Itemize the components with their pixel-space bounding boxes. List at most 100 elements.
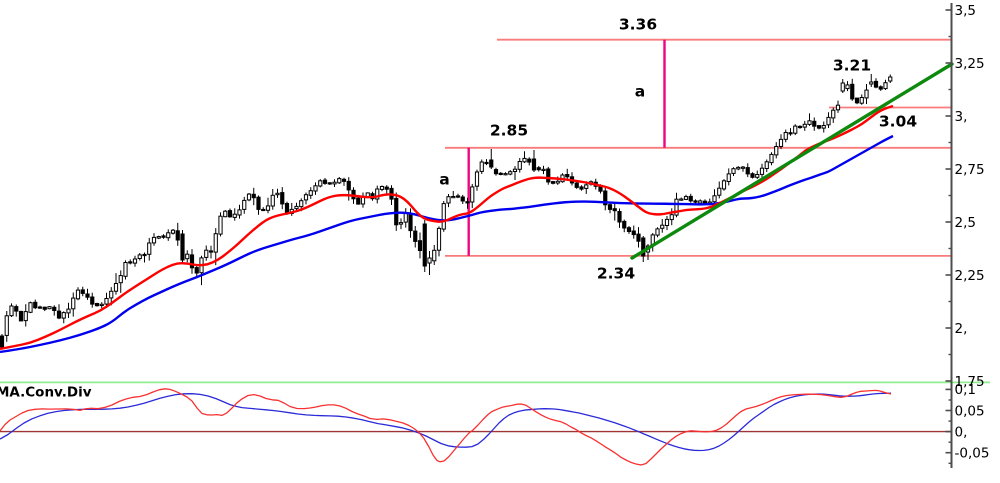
candle-down xyxy=(460,194,465,204)
candle-body xyxy=(417,240,423,251)
ma-slow-line xyxy=(0,134,894,354)
candle-up xyxy=(265,197,271,214)
candle-body xyxy=(356,197,361,205)
candle-up xyxy=(237,204,242,219)
candle-down xyxy=(0,334,5,348)
candle-down xyxy=(341,177,347,186)
candle-body xyxy=(788,132,793,135)
candle-down xyxy=(422,220,427,272)
support-resistance-lines xyxy=(445,38,952,257)
candle-body xyxy=(128,261,133,264)
level-label-304: 3.04 xyxy=(878,111,918,130)
candle-body xyxy=(774,146,779,156)
candle-up xyxy=(517,158,522,173)
candle-down xyxy=(745,163,750,178)
candle-up xyxy=(835,100,841,113)
candle-up xyxy=(650,233,655,252)
candle-up xyxy=(337,177,342,184)
candle-body xyxy=(346,180,351,191)
candle-up xyxy=(66,302,71,318)
candle-up xyxy=(522,151,527,163)
candle-up xyxy=(213,228,218,266)
candle-body xyxy=(888,76,893,82)
macd-pane xyxy=(0,388,952,466)
candle-up xyxy=(726,168,731,186)
candle-down xyxy=(80,286,85,297)
candle-up xyxy=(313,182,318,195)
candle-down xyxy=(569,172,575,186)
candle-up xyxy=(303,192,309,205)
candle-down xyxy=(14,304,19,317)
candle-body xyxy=(337,178,342,184)
candle-down xyxy=(142,252,147,263)
candle-up xyxy=(769,152,774,166)
candle-body xyxy=(565,174,570,178)
candle-down xyxy=(256,195,261,215)
candle-body xyxy=(641,237,646,257)
candle-body xyxy=(693,200,698,203)
candle-body xyxy=(303,194,309,201)
candle-body xyxy=(508,171,513,175)
candle-body xyxy=(37,306,43,309)
candle-body xyxy=(831,109,836,119)
candle-body xyxy=(379,186,385,190)
candle-up xyxy=(512,166,518,180)
candle-down xyxy=(550,180,556,185)
macd-signal-line xyxy=(0,392,892,452)
candle-down xyxy=(812,117,817,131)
candle-down xyxy=(493,167,499,176)
candle-body xyxy=(232,213,237,218)
candle-body xyxy=(869,81,874,85)
candle-body xyxy=(175,230,180,241)
candle-body xyxy=(218,215,223,235)
candle-body xyxy=(99,303,104,306)
candle-up xyxy=(151,233,157,246)
ma-fast-line xyxy=(0,104,894,351)
candle-up xyxy=(541,165,546,175)
candle-up xyxy=(137,253,142,261)
candle-body xyxy=(669,214,674,221)
candle-down xyxy=(208,245,214,259)
candle-body xyxy=(308,190,313,196)
candle-down xyxy=(854,97,860,105)
candle-body xyxy=(9,305,14,317)
candle-body xyxy=(147,242,152,255)
candle-body xyxy=(151,236,157,244)
candle-body xyxy=(422,223,427,267)
candle-down xyxy=(797,125,803,129)
candle-body xyxy=(384,186,389,190)
candle-body xyxy=(484,161,489,165)
candle-down xyxy=(356,196,361,205)
candle-body xyxy=(137,254,142,259)
candle-body xyxy=(816,125,822,129)
candle-down xyxy=(750,172,755,179)
candle-body xyxy=(75,289,81,300)
candle-down xyxy=(33,299,38,310)
candle-up xyxy=(869,74,874,87)
peak-label-321: 3.21 xyxy=(832,55,872,74)
candle-up xyxy=(683,194,689,201)
candle-down xyxy=(631,225,636,239)
candle-up xyxy=(831,107,836,123)
candle-body xyxy=(617,211,622,223)
candle-body xyxy=(721,180,727,190)
candle-body xyxy=(854,97,860,104)
candle-down xyxy=(227,208,233,218)
candle-up xyxy=(118,270,123,293)
candle-up xyxy=(479,159,484,174)
candle-body xyxy=(679,198,684,201)
candle-down xyxy=(531,150,537,172)
price-tick-label: 3,5 xyxy=(955,3,976,19)
candle-up xyxy=(204,245,209,261)
candle-down xyxy=(346,177,351,201)
candle-down xyxy=(327,182,332,185)
candle-up xyxy=(655,227,660,238)
candle-up xyxy=(698,199,703,204)
candle-up xyxy=(398,218,404,230)
candle-body xyxy=(71,297,76,310)
candle-up xyxy=(166,229,171,241)
candle-up xyxy=(821,121,826,133)
candle-body xyxy=(759,167,765,175)
candle-body xyxy=(246,193,252,201)
